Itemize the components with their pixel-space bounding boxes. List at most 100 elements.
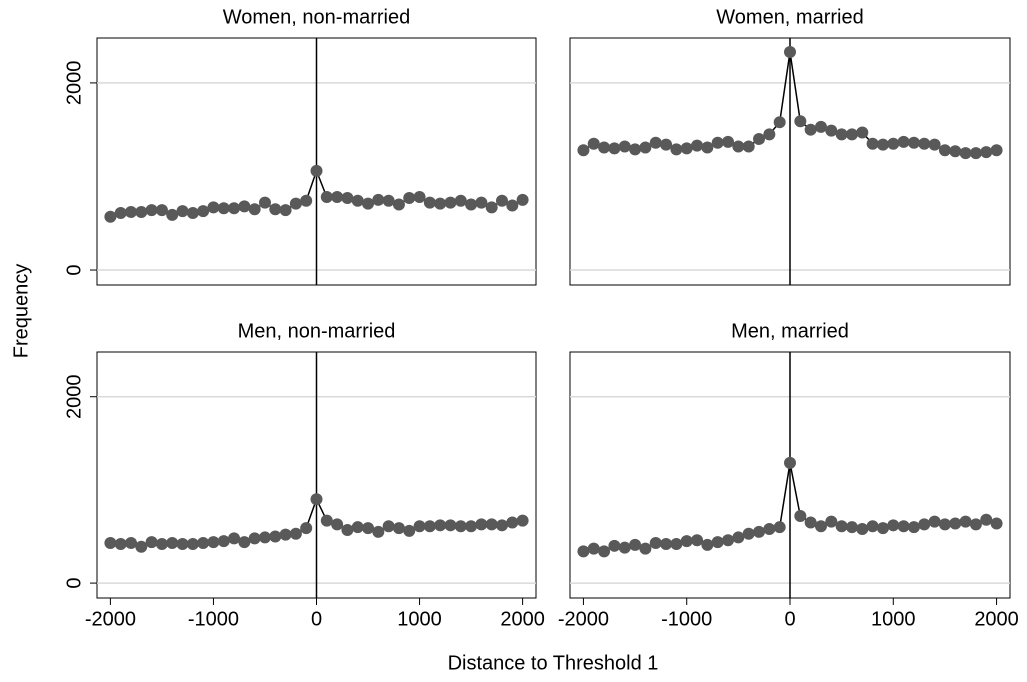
- point: [331, 191, 344, 204]
- point: [197, 537, 210, 550]
- point: [825, 124, 838, 137]
- point: [711, 136, 724, 149]
- point: [918, 518, 931, 531]
- point: [670, 537, 683, 550]
- point: [804, 123, 817, 136]
- panel-title: Men, non-married: [238, 320, 396, 342]
- point: [125, 206, 138, 219]
- point: [392, 198, 405, 211]
- point: [114, 537, 127, 550]
- point: [701, 538, 714, 551]
- point: [773, 521, 786, 534]
- point: [938, 144, 951, 157]
- point: [639, 141, 652, 154]
- x-tick-label: 2000: [974, 608, 1019, 630]
- point: [732, 531, 745, 544]
- point: [825, 515, 838, 528]
- point: [742, 527, 755, 540]
- point: [969, 518, 982, 531]
- point: [413, 191, 426, 204]
- point: [598, 141, 611, 154]
- point: [845, 521, 858, 534]
- point: [897, 135, 910, 148]
- point: [465, 198, 478, 211]
- point: [465, 520, 478, 533]
- point: [434, 197, 447, 210]
- point: [618, 140, 631, 153]
- point: [341, 191, 354, 204]
- point: [362, 522, 375, 535]
- point: [289, 197, 302, 210]
- point: [897, 520, 910, 533]
- point: [506, 516, 519, 529]
- point: [990, 144, 1003, 157]
- point: [258, 531, 271, 544]
- point: [959, 147, 972, 160]
- point: [186, 206, 199, 219]
- point: [269, 530, 282, 543]
- point: [300, 522, 313, 535]
- y-tick-label: 0: [63, 578, 85, 589]
- point: [485, 201, 498, 214]
- point: [382, 520, 395, 533]
- point: [392, 522, 405, 535]
- point: [784, 456, 796, 469]
- point: [135, 206, 148, 219]
- point: [238, 536, 251, 549]
- point: [166, 537, 179, 550]
- panel-title: Women, non-married: [223, 6, 410, 28]
- point: [990, 517, 1003, 530]
- point: [186, 537, 199, 550]
- point: [125, 537, 138, 550]
- point: [711, 536, 724, 549]
- x-tick-label: 1000: [871, 608, 916, 630]
- point: [351, 194, 364, 207]
- y-tick-label: 0: [63, 264, 85, 275]
- point: [608, 142, 621, 155]
- point: [320, 514, 333, 527]
- point: [856, 126, 869, 139]
- point: [145, 204, 158, 217]
- point: [104, 537, 117, 550]
- point: [403, 524, 416, 537]
- point: [691, 139, 704, 152]
- point: [794, 115, 807, 128]
- x-tick-label: 1000: [397, 608, 442, 630]
- point: [928, 138, 941, 151]
- x-tick-label: -1000: [188, 608, 239, 630]
- point: [310, 164, 323, 177]
- point: [362, 197, 375, 210]
- point: [300, 194, 313, 207]
- point: [804, 516, 817, 529]
- point: [866, 137, 879, 150]
- x-tick-label: 0: [311, 608, 322, 630]
- point: [217, 535, 230, 548]
- point: [969, 147, 982, 160]
- point: [980, 513, 993, 526]
- point: [814, 120, 827, 133]
- point: [928, 515, 941, 528]
- point: [701, 141, 714, 154]
- point: [341, 523, 354, 536]
- point: [176, 205, 189, 218]
- point: [763, 523, 776, 536]
- point: [794, 510, 807, 522]
- point: [413, 520, 426, 533]
- x-tick-label: -2000: [85, 608, 136, 630]
- point: [753, 525, 766, 538]
- x-axis-label: Distance to Threshold 1: [448, 652, 659, 674]
- point: [176, 537, 189, 550]
- point: [876, 138, 889, 151]
- point: [577, 144, 590, 157]
- point: [320, 191, 333, 204]
- point: [444, 196, 457, 209]
- point: [228, 202, 241, 215]
- point: [722, 135, 735, 148]
- point: [279, 528, 292, 541]
- point: [207, 536, 220, 549]
- point: [228, 532, 241, 545]
- point: [949, 517, 962, 530]
- point: [372, 525, 385, 538]
- point: [587, 542, 600, 555]
- point: [577, 545, 590, 558]
